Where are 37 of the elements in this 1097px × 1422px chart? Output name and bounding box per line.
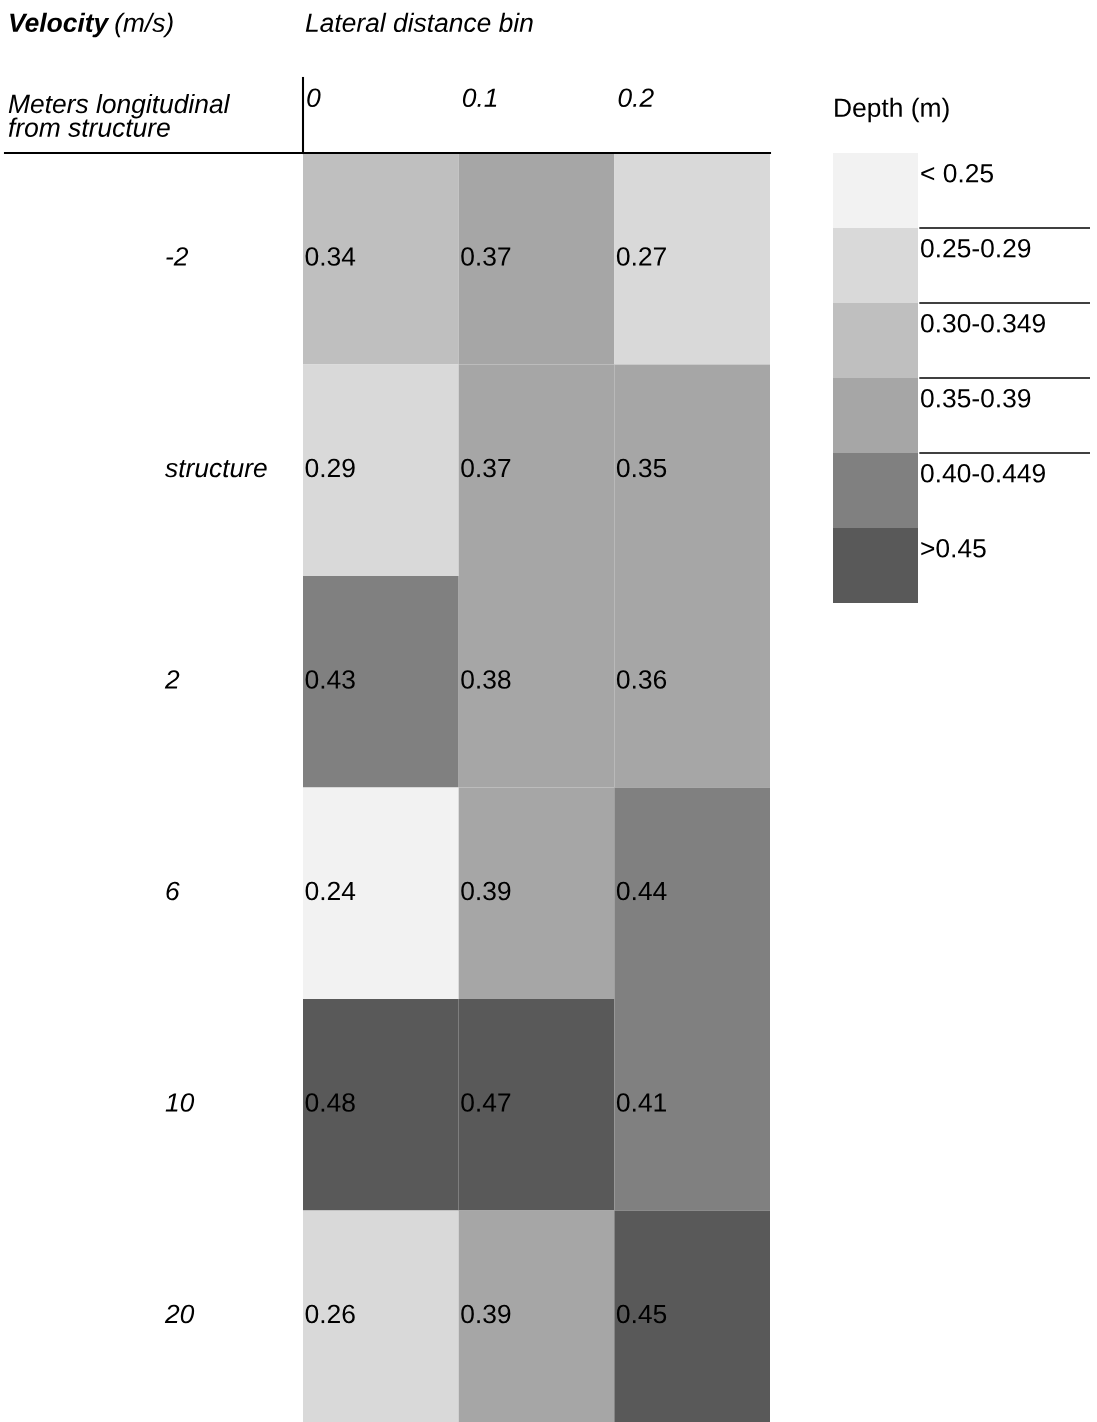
chart-title: Velocity (m/s) (10, 12, 173, 38)
data-label: 0.26 (305, 1304, 355, 1324)
y-tick-label: structure (165, 460, 267, 478)
data-label: 0.39 (461, 881, 511, 901)
data-label: 0.29 (305, 458, 355, 478)
category-label: 0.25-0.29 (921, 238, 1031, 258)
category-label: 0.35-0.39 (921, 388, 1031, 408)
category-label: < 0.25 (921, 163, 993, 183)
data-label: 0.39 (461, 1304, 511, 1324)
data-label: 0.36 (616, 670, 667, 689)
data-label: 0.27 (616, 247, 666, 266)
data-label: 0.48 (305, 1093, 355, 1112)
data-label: 0.45 (616, 1304, 667, 1324)
data-label: 0.35 (616, 458, 667, 478)
category-label: 0.30-0.349 (921, 313, 1045, 333)
text: Depth (m) (835, 97, 949, 123)
y-tick-label: 20 (164, 1304, 195, 1324)
y-tick-label: -2 (166, 247, 189, 266)
data-label: 0.43 (305, 670, 355, 689)
data-label: 0.38 (461, 670, 511, 689)
x-tick-label: 0 (307, 88, 321, 108)
data-label: 0.37 (461, 458, 511, 478)
data-label: 0.37 (461, 247, 511, 266)
y-tick-label: 6 (166, 881, 180, 901)
y-tick-label: 2 (164, 670, 180, 689)
x-tick-label: 0.1 (462, 88, 497, 108)
y-tick-label: 10 (165, 1093, 195, 1112)
data-label: 0.34 (305, 247, 356, 266)
data-label: 0.41 (616, 1093, 666, 1112)
x-tick-label: 0.2 (618, 88, 654, 108)
data-label: 0.24 (305, 881, 356, 901)
y-axis-title: Meters longitudinal from structure (8, 93, 231, 137)
x-axis-title: Lateral distance bin (305, 12, 533, 33)
data-label: 0.47 (461, 1093, 511, 1112)
data-label: 0.44 (616, 881, 667, 901)
category-label: 0.40-0.449 (921, 463, 1045, 483)
category-label: >0.45 (921, 538, 986, 558)
